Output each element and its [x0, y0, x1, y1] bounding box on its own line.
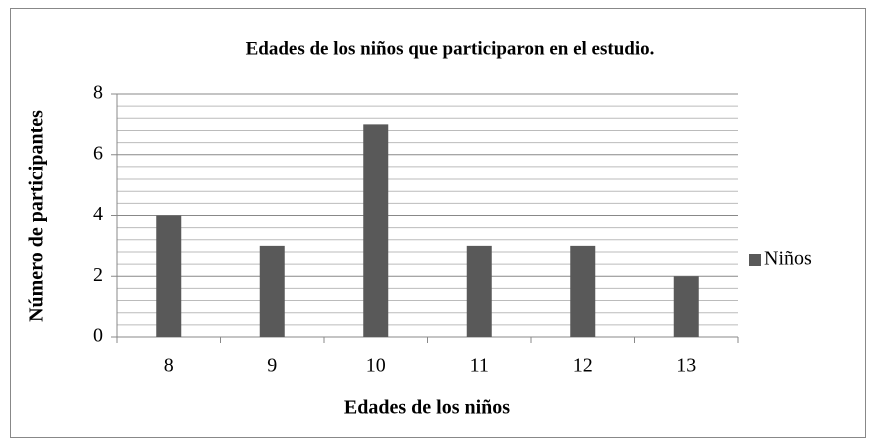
x-tick-label: 10	[366, 355, 386, 377]
chart-title: Edades de los niños que participaron en …	[246, 38, 655, 59]
bar	[673, 276, 699, 337]
bar	[466, 245, 492, 337]
bar	[156, 215, 182, 337]
x-tick-label: 13	[676, 355, 696, 377]
x-axis-label: Edades de los niños	[344, 397, 510, 419]
bar	[259, 245, 285, 337]
y-axis-label: Número de participantes	[26, 110, 48, 322]
bar	[363, 124, 389, 337]
y-tick-label: 2	[93, 264, 103, 286]
x-tick-label: 8	[164, 355, 174, 377]
x-tick-label: 12	[573, 355, 593, 377]
legend-swatch	[749, 254, 761, 266]
chart-border	[10, 8, 866, 438]
x-tick-label: 11	[470, 355, 489, 377]
bar	[570, 245, 596, 337]
y-tick-label: 8	[93, 82, 103, 104]
x-tick-label: 9	[267, 355, 277, 377]
y-tick-label: 4	[93, 203, 103, 225]
legend-label: Niños	[764, 248, 812, 270]
y-tick-label: 6	[93, 142, 103, 164]
y-tick-label: 0	[93, 325, 103, 347]
